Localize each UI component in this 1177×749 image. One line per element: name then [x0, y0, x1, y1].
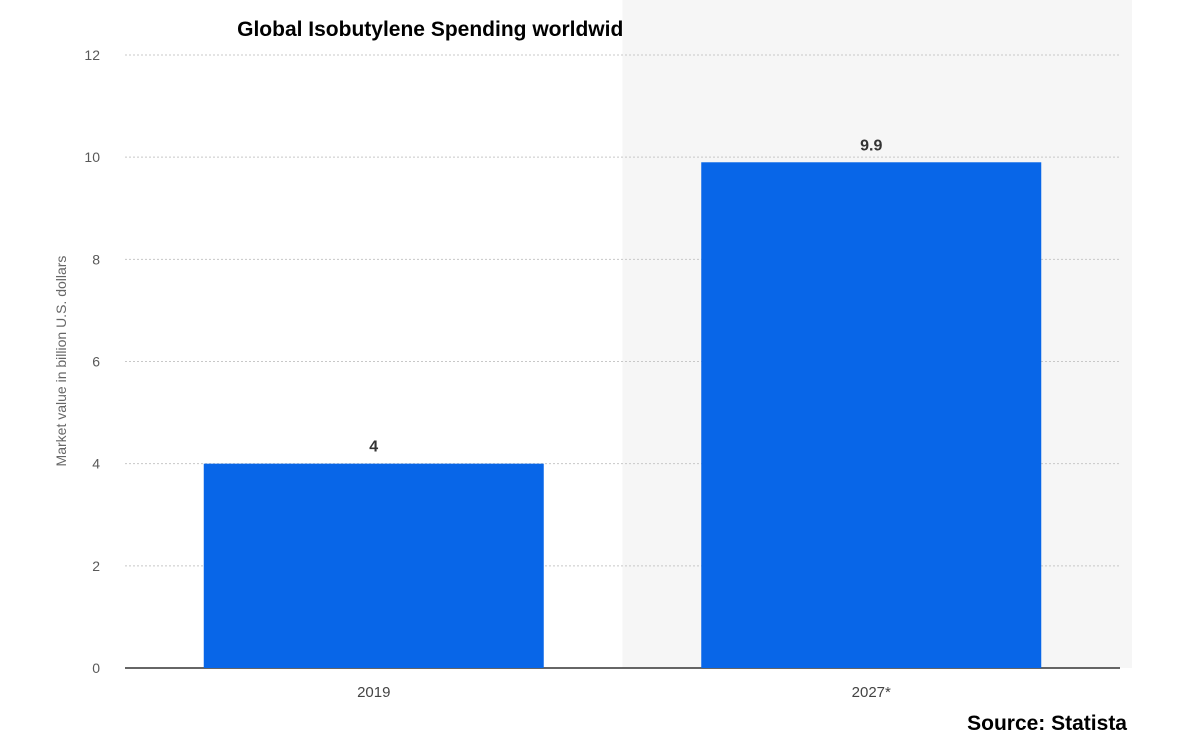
source-label: Source: Statista: [967, 712, 1127, 735]
y-tick-label: 10: [84, 149, 100, 165]
x-tick-label: 2019: [357, 684, 390, 701]
bar-2019: [203, 463, 544, 668]
data-label: 4: [369, 439, 378, 456]
y-tick-label: 12: [84, 47, 100, 63]
y-tick-label: 4: [92, 456, 100, 472]
y-axis-title: Market value in billion U.S. dollars: [53, 256, 69, 467]
data-label: 9.9: [860, 137, 882, 154]
y-tick-label: 8: [92, 251, 100, 267]
y-tick-label: 6: [92, 354, 100, 370]
bar-2027: [701, 162, 1042, 668]
y-tick-label: 0: [92, 660, 100, 676]
y-tick-label: 2: [92, 558, 100, 574]
x-tick-label: 2027*: [852, 684, 891, 701]
